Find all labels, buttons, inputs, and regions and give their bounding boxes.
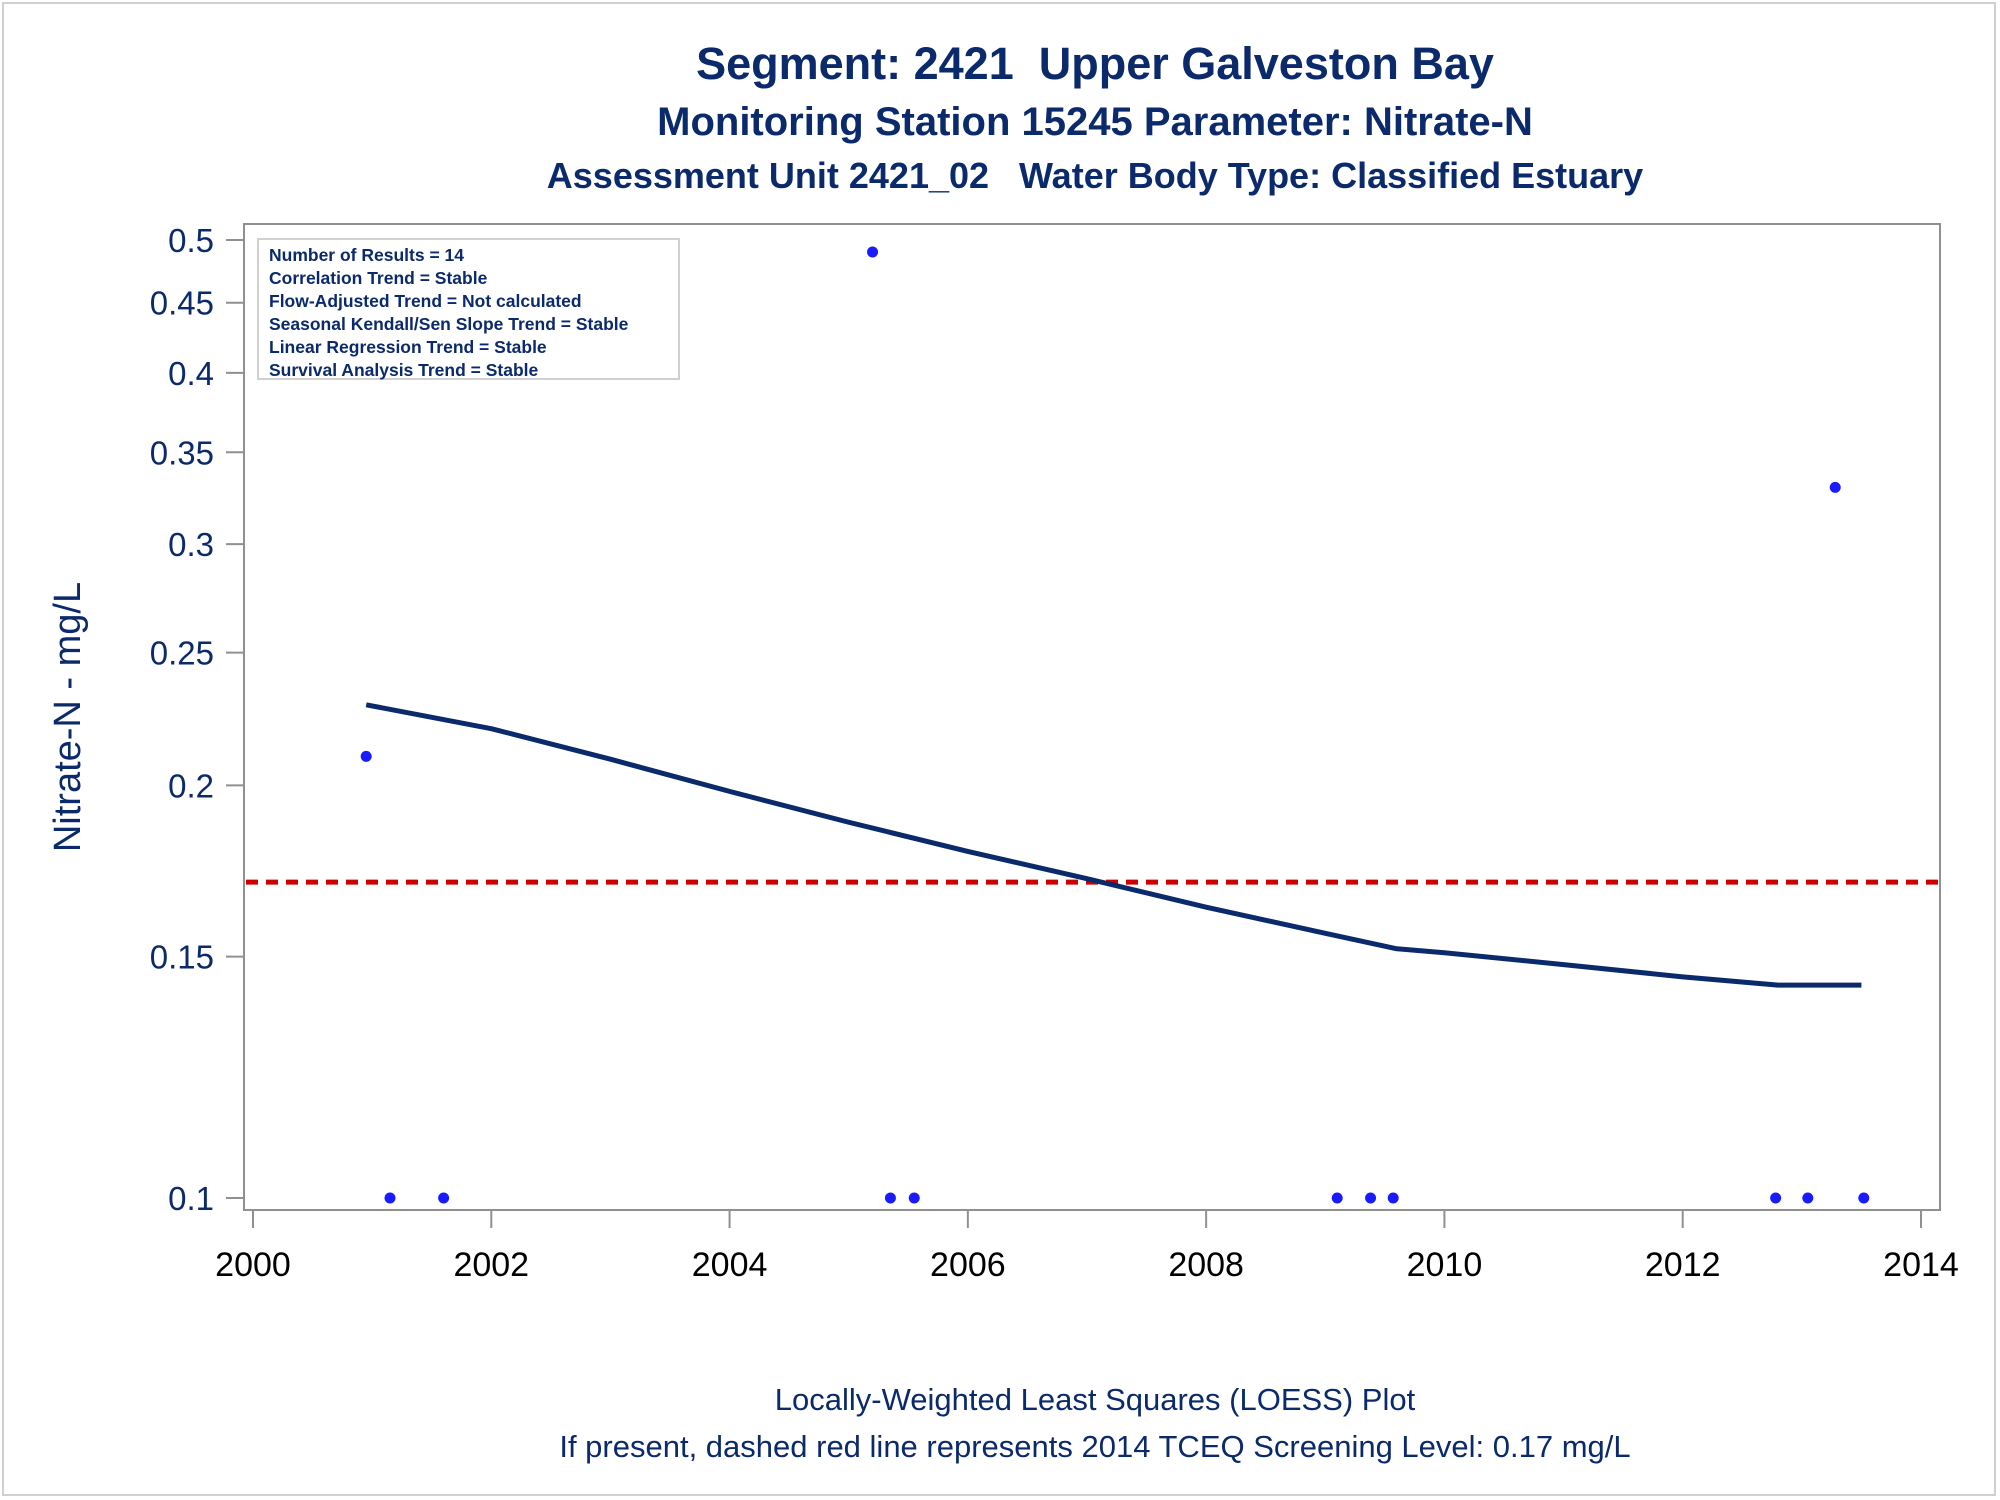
y-tick-label: 0.1 (168, 1180, 214, 1217)
stat-correlation-trend: Correlation Trend = Stable (269, 268, 488, 288)
stat-seasonal-kendall-trend: Seasonal Kendall/Sen Slope Trend = Stabl… (269, 314, 629, 334)
x-tick-label: 2012 (1645, 1246, 1721, 1284)
y-tick-label: 0.2 (168, 767, 214, 804)
data-point (1387, 1192, 1399, 1204)
y-tick-label: 0.5 (168, 222, 214, 259)
y-tick-label: 0.45 (150, 285, 214, 322)
x-tick-label: 2010 (1407, 1246, 1483, 1284)
footnote-method: Locally-Weighted Least Squares (LOESS) P… (774, 1382, 1416, 1417)
data-point (1331, 1192, 1343, 1204)
x-tick-label: 2014 (1883, 1246, 1959, 1284)
data-point (438, 1192, 450, 1204)
y-tick-label: 0.4 (168, 355, 214, 392)
stat-flow-adjusted-trend: Flow-Adjusted Trend = Not calculated (269, 291, 582, 311)
stat-survival-analysis-trend: Survival Analysis Trend = Stable (269, 360, 539, 380)
stats-box: Number of Results = 14 Correlation Trend… (257, 238, 680, 380)
chart-subtitle: Monitoring Station 15245 Parameter: Nitr… (657, 100, 1533, 144)
chart-title: Segment: 2421 Upper Galveston Bay (696, 38, 1494, 89)
data-point (1829, 481, 1841, 493)
data-point (384, 1192, 396, 1204)
data-point (1770, 1192, 1782, 1204)
data-point (1858, 1192, 1870, 1204)
stat-linear-regression-trend: Linear Regression Trend = Stable (269, 337, 547, 357)
x-tick-label: 2008 (1168, 1246, 1244, 1284)
chart-subtitle-2: Assessment Unit 2421_02 Water Body Type:… (546, 155, 1644, 196)
data-point (1802, 1192, 1814, 1204)
y-tick-label: 0.3 (168, 526, 214, 563)
loess-line (365, 702, 1862, 988)
data-point (360, 750, 372, 762)
stat-number-of-results: Number of Results = 14 (269, 245, 464, 265)
data-point (884, 1192, 896, 1204)
data-point (1365, 1192, 1377, 1204)
footnote-screening: If present, dashed red line represents 2… (559, 1429, 1631, 1464)
x-tick-label: 2006 (930, 1246, 1006, 1284)
plot-area-border (243, 223, 1941, 1211)
data-point (908, 1192, 920, 1204)
y-axis-label: Nitrate-N - mg/L (47, 582, 89, 852)
y-tick-label: 0.35 (150, 434, 214, 471)
x-tick-label: 2000 (215, 1246, 291, 1284)
y-tick-label: 0.15 (150, 939, 214, 976)
data-point (867, 246, 879, 258)
x-tick-label: 2004 (692, 1246, 768, 1284)
y-tick-label: 0.25 (150, 635, 214, 672)
x-tick-label: 2002 (453, 1246, 529, 1284)
